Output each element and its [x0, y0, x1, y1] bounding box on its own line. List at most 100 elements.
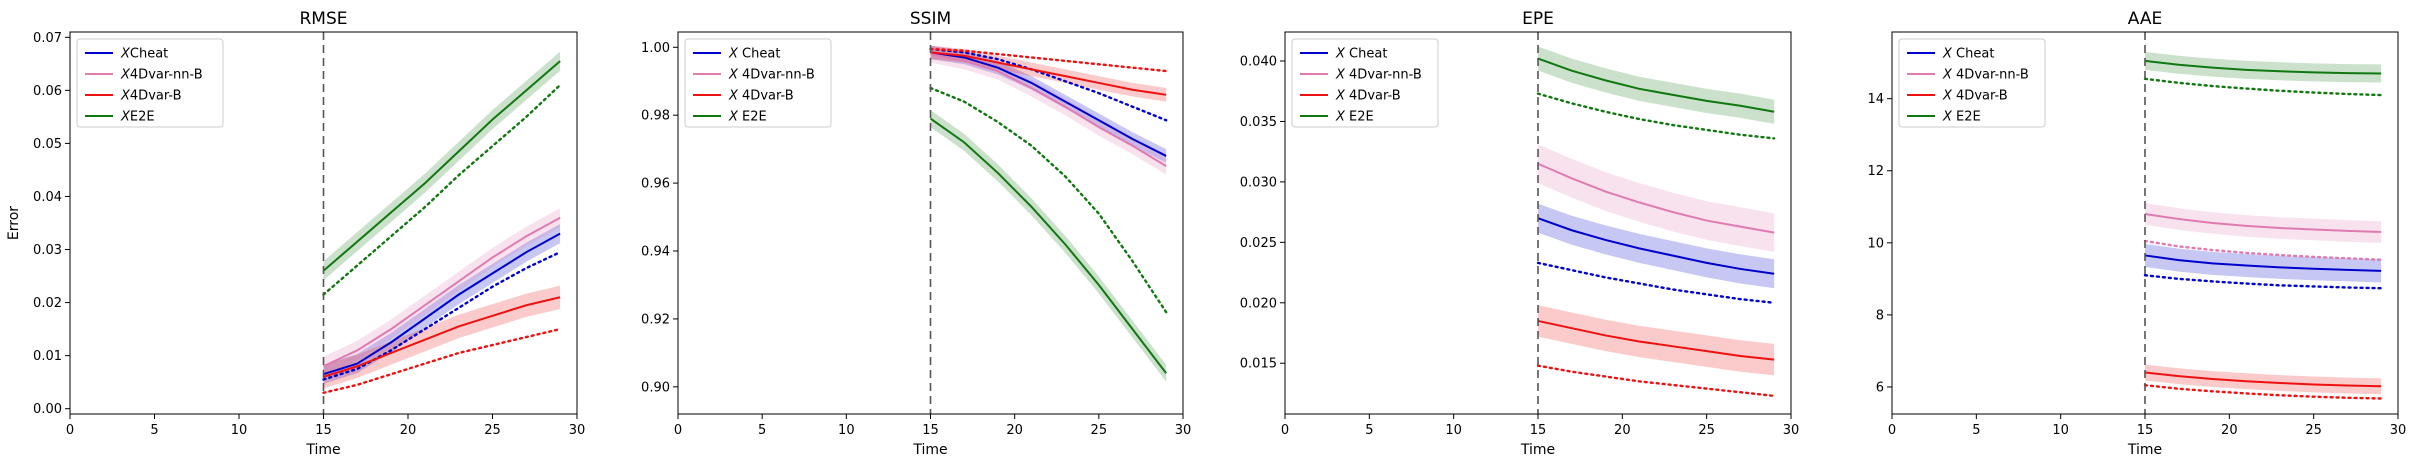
- plot-area: [322, 51, 562, 394]
- confidence-band-2: [323, 285, 561, 389]
- x-tick-label: 25: [1091, 423, 1108, 438]
- confidence-band-1: [930, 45, 1167, 175]
- dotted-line-2: [2143, 383, 2383, 400]
- y-tick-label: 0.020: [1240, 296, 1277, 311]
- dotted-line-2: [1536, 364, 1776, 398]
- confidence-band-0: [930, 45, 1167, 163]
- x-tick-label: 30: [2390, 423, 2407, 438]
- x-tick-label: 25: [2305, 423, 2322, 438]
- confidence-band-2: [1538, 305, 1775, 376]
- legend: X Cheat X 4Dvar-nn-B X 4Dvar-B X E2E: [1291, 38, 1439, 128]
- plot-area: [1536, 46, 1776, 398]
- legend-label: X E2E: [1942, 110, 1981, 125]
- confidence-band-1: [1538, 144, 1775, 253]
- series-line-2: [1537, 319, 1775, 361]
- x-tick-label: 15: [315, 423, 332, 438]
- series-line-3: [322, 60, 561, 272]
- dotted-line-0: [322, 250, 562, 381]
- legend-label: X 4Dvar-nn-B: [728, 68, 815, 83]
- x-tick-label: 20: [1006, 423, 1023, 438]
- legend-label: X 4Dvar-nn-B: [1942, 68, 2029, 83]
- series-line-1: [1537, 162, 1775, 234]
- series-line-2: [323, 296, 561, 378]
- y-tick-label: 10: [1867, 236, 1884, 251]
- plot-area: [2143, 51, 2383, 400]
- series-line-0: [1537, 217, 1775, 275]
- series-line-3: [1537, 57, 1775, 113]
- x-tick-label: 15: [922, 423, 939, 438]
- dotted-line-2: [929, 47, 1168, 73]
- series-line-1: [323, 216, 561, 368]
- dotted-line-1: [2143, 239, 2383, 261]
- y-tick-label: 0.035: [1240, 115, 1277, 130]
- y-tick-label: 0.90: [641, 380, 670, 395]
- panel-epe: EPE 0 5 10 15 20 25 30 0.015 0.020 0.025 0.030 0.035…: [1240, 9, 1799, 458]
- y-tick-label: 0.05: [33, 137, 62, 152]
- y-tick-label: 0.030: [1240, 175, 1277, 190]
- legend-box: [684, 38, 832, 128]
- y-tick-label: 1.00: [641, 41, 670, 56]
- y-axis-label: Error: [6, 206, 22, 240]
- legend: X Cheat X 4Dvar-nn-B X 4Dvar-B X E2E: [684, 38, 832, 128]
- legend-box: [1291, 38, 1439, 128]
- confidence-band-3: [1538, 46, 1775, 124]
- legend-label: XE2E: [120, 110, 155, 125]
- y-tick-label: 0.06: [33, 84, 62, 99]
- y-tick-label: 0.96: [641, 177, 670, 192]
- dotted-line-2: [322, 327, 562, 394]
- y-tick-label: 0.02: [33, 296, 62, 311]
- legend-label: XCheat: [120, 47, 168, 62]
- legend: X Cheat X 4Dvar-nn-B X 4Dvar-B X E2E: [1898, 38, 2046, 128]
- dotted-line-3: [2143, 77, 2383, 97]
- panel-title: SSIM: [910, 9, 951, 29]
- x-tick-label: 10: [838, 423, 855, 438]
- x-tick-label: 25: [1698, 423, 1715, 438]
- y-tick-label: 12: [1867, 164, 1884, 179]
- panel-aae: AAE 0 5 10 15 20 25 30 6 8 10 12 14 Time X Cheat X 4Dva…: [1867, 9, 2406, 458]
- series-line-1: [2144, 213, 2382, 234]
- x-tick-label: 0: [674, 423, 682, 438]
- x-tick-label: 5: [150, 423, 158, 438]
- y-tick-label: 0.03: [33, 243, 62, 258]
- dotted-line-0: [1536, 261, 1776, 304]
- x-tick-label: 0: [1888, 423, 1896, 438]
- dotted-line-3: [929, 86, 1168, 314]
- confidence-band-1: [2145, 203, 2382, 243]
- confidence-band-2: [2145, 364, 2382, 395]
- x-tick-label: 10: [1445, 423, 1462, 438]
- legend-label: X 4Dvar-B: [1335, 89, 1401, 104]
- series-line-2: [2144, 371, 2382, 388]
- x-axis-label: Time: [305, 442, 340, 458]
- panel-title: RMSE: [299, 9, 347, 29]
- x-tick-label: 15: [1530, 423, 1547, 438]
- x-tick-label: 20: [2221, 423, 2238, 438]
- series-line-0: [2144, 254, 2382, 272]
- confidence-band-0: [323, 224, 561, 384]
- y-tick-label: 0.94: [641, 245, 670, 260]
- y-tick-label: 0.015: [1240, 357, 1277, 372]
- y-tick-label: 0.025: [1240, 236, 1277, 251]
- series-line-0: [930, 51, 1167, 157]
- y-tick-label: 8: [1876, 308, 1884, 323]
- series-line-3: [929, 117, 1167, 374]
- x-tick-label: 30: [1175, 423, 1192, 438]
- dotted-line-3: [322, 83, 562, 296]
- confidence-band-0: [1538, 203, 1775, 289]
- legend-label: X 4Dvar-B: [728, 89, 794, 104]
- panel-title: AAE: [2128, 9, 2162, 29]
- panel-rmse: RMSE 0 5 10 15 20 25 30 0.00 0.01 0.02 0.03 0.04 0.05…: [6, 9, 585, 458]
- y-tick-label: 0.98: [641, 109, 670, 124]
- y-tick-label: 14: [1867, 92, 1884, 107]
- x-tick-label: 20: [1614, 423, 1631, 438]
- legend-label: X E2E: [1335, 110, 1374, 125]
- y-tick-label: 0.07: [33, 31, 62, 46]
- legend-label: X Cheat: [728, 47, 780, 62]
- x-axis-label: Time: [912, 442, 947, 458]
- y-tick-label: 0.040: [1240, 55, 1277, 70]
- legend: XCheat X4Dvar-nn-B X4Dvar-B XE2E: [76, 38, 224, 128]
- legend-label: X E2E: [728, 110, 767, 125]
- legend-label: X Cheat: [1942, 47, 1994, 62]
- legend-label: X4Dvar-nn-B: [120, 68, 203, 83]
- panel-title: EPE: [1522, 9, 1554, 29]
